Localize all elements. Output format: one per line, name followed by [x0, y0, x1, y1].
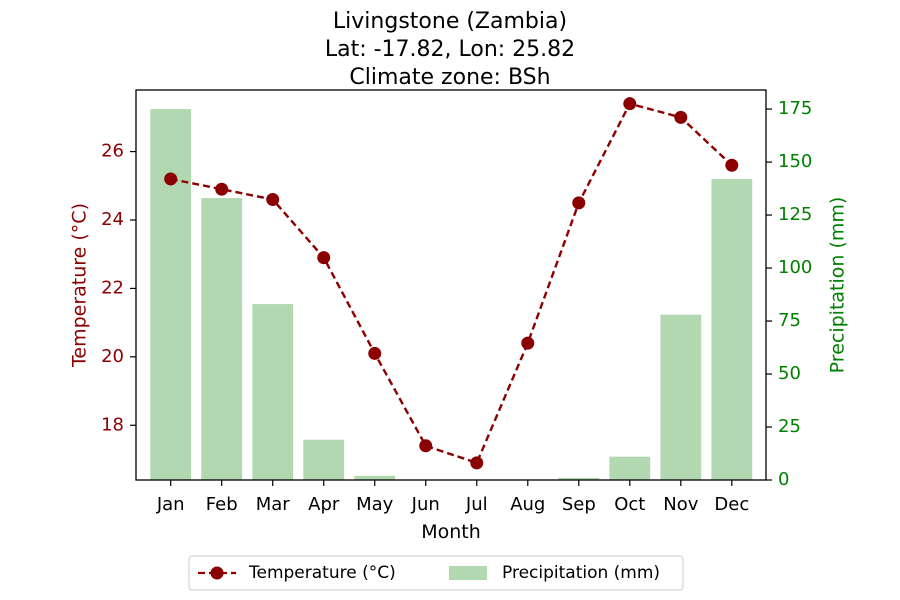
temperature-point-jun [419, 439, 433, 453]
temperature-point-nov [674, 110, 688, 124]
left-tick-label: 22 [101, 277, 124, 298]
x-tick-label-jan: Jan [156, 494, 185, 515]
temperature-series-line [170, 102, 733, 465]
legend-temperature-label: Temperature (°C) [248, 563, 396, 583]
x-tick-label-may: May [356, 494, 394, 515]
x-tick-label-apr: Apr [308, 494, 340, 515]
temperature-line [164, 97, 739, 470]
x-tick-label-feb: Feb [206, 494, 238, 515]
left-axis: 18 20 22 24 26 [101, 141, 136, 435]
title-line-3: Climate zone: BSh [349, 65, 550, 90]
precipitation-bar-dec [711, 179, 753, 481]
right-tick-label: 100 [778, 257, 812, 278]
precipitation-bar-may [354, 475, 396, 480]
precipitation-bar-mar [252, 304, 294, 480]
temperature-point-jul [470, 456, 484, 470]
title-line-2: Lat: -17.82, Lon: 25.82 [325, 37, 575, 62]
right-tick-label: 50 [778, 363, 801, 384]
left-tick-label: 20 [101, 346, 124, 367]
x-tick-label-sep: Sep [562, 494, 596, 515]
temperature-point-may [368, 346, 382, 360]
x-tick-label-jun: Jun [411, 494, 440, 515]
x-axis: Jan Feb Mar Apr May Jun Jul Aug Sep Oct Nov Dec [156, 480, 749, 515]
right-tick-label: 75 [778, 310, 801, 331]
temperature-point-feb [215, 182, 229, 196]
legend-temperature-marker [210, 566, 224, 580]
left-tick-label: 26 [101, 141, 124, 162]
x-tick-label-dec: Dec [714, 494, 749, 515]
x-axis-label: Month [421, 521, 481, 543]
legend-precipitation-label: Precipitation (mm) [502, 563, 660, 583]
temperature-point-sep [572, 196, 586, 210]
legend: Temperature (°C) Precipitation (mm) [188, 555, 684, 591]
right-tick-label: 0 [778, 469, 789, 490]
title-line-1: Livingstone (Zambia) [333, 9, 567, 34]
legend-box [188, 555, 684, 591]
temperature-point-aug [521, 336, 535, 350]
right-tick-label: 125 [778, 204, 812, 225]
precipitation-bars [150, 109, 753, 481]
right-axis-label: Precipitation (mm) [827, 197, 849, 374]
left-tick-label: 18 [101, 414, 124, 435]
precipitation-bar-sep [558, 477, 600, 480]
temperature-point-dec [725, 158, 739, 172]
right-tick-label: 150 [778, 151, 812, 172]
x-tick-label-aug: Aug [510, 494, 545, 515]
x-tick-label-mar: Mar [256, 494, 291, 515]
precipitation-bar-oct [609, 456, 651, 480]
left-tick-label: 24 [101, 209, 124, 230]
x-tick-label-nov: Nov [663, 494, 698, 515]
right-tick-label: 25 [778, 416, 801, 437]
precipitation-bar-jan [150, 109, 192, 481]
x-tick-label-jul: Jul [465, 494, 488, 515]
precipitation-bar-feb [201, 198, 243, 480]
right-axis: 0 25 50 75 100 125 150 175 [766, 98, 812, 490]
temperature-point-oct [623, 97, 637, 111]
temperature-point-apr [317, 251, 331, 265]
plot-frame [135, 89, 767, 481]
temperature-point-mar [266, 192, 280, 206]
x-tick-label-oct: Oct [614, 494, 645, 515]
precipitation-bar-nov [660, 314, 702, 480]
legend-precipitation-swatch [449, 566, 487, 580]
precipitation-bar-apr [303, 439, 345, 480]
chart-title: Livingstone (Zambia) Lat: -17.82, Lon: 2… [325, 9, 575, 90]
left-axis-label: Temperature (°C) [69, 203, 91, 368]
temperature-point-jan [164, 172, 178, 186]
right-tick-label: 175 [778, 98, 812, 119]
